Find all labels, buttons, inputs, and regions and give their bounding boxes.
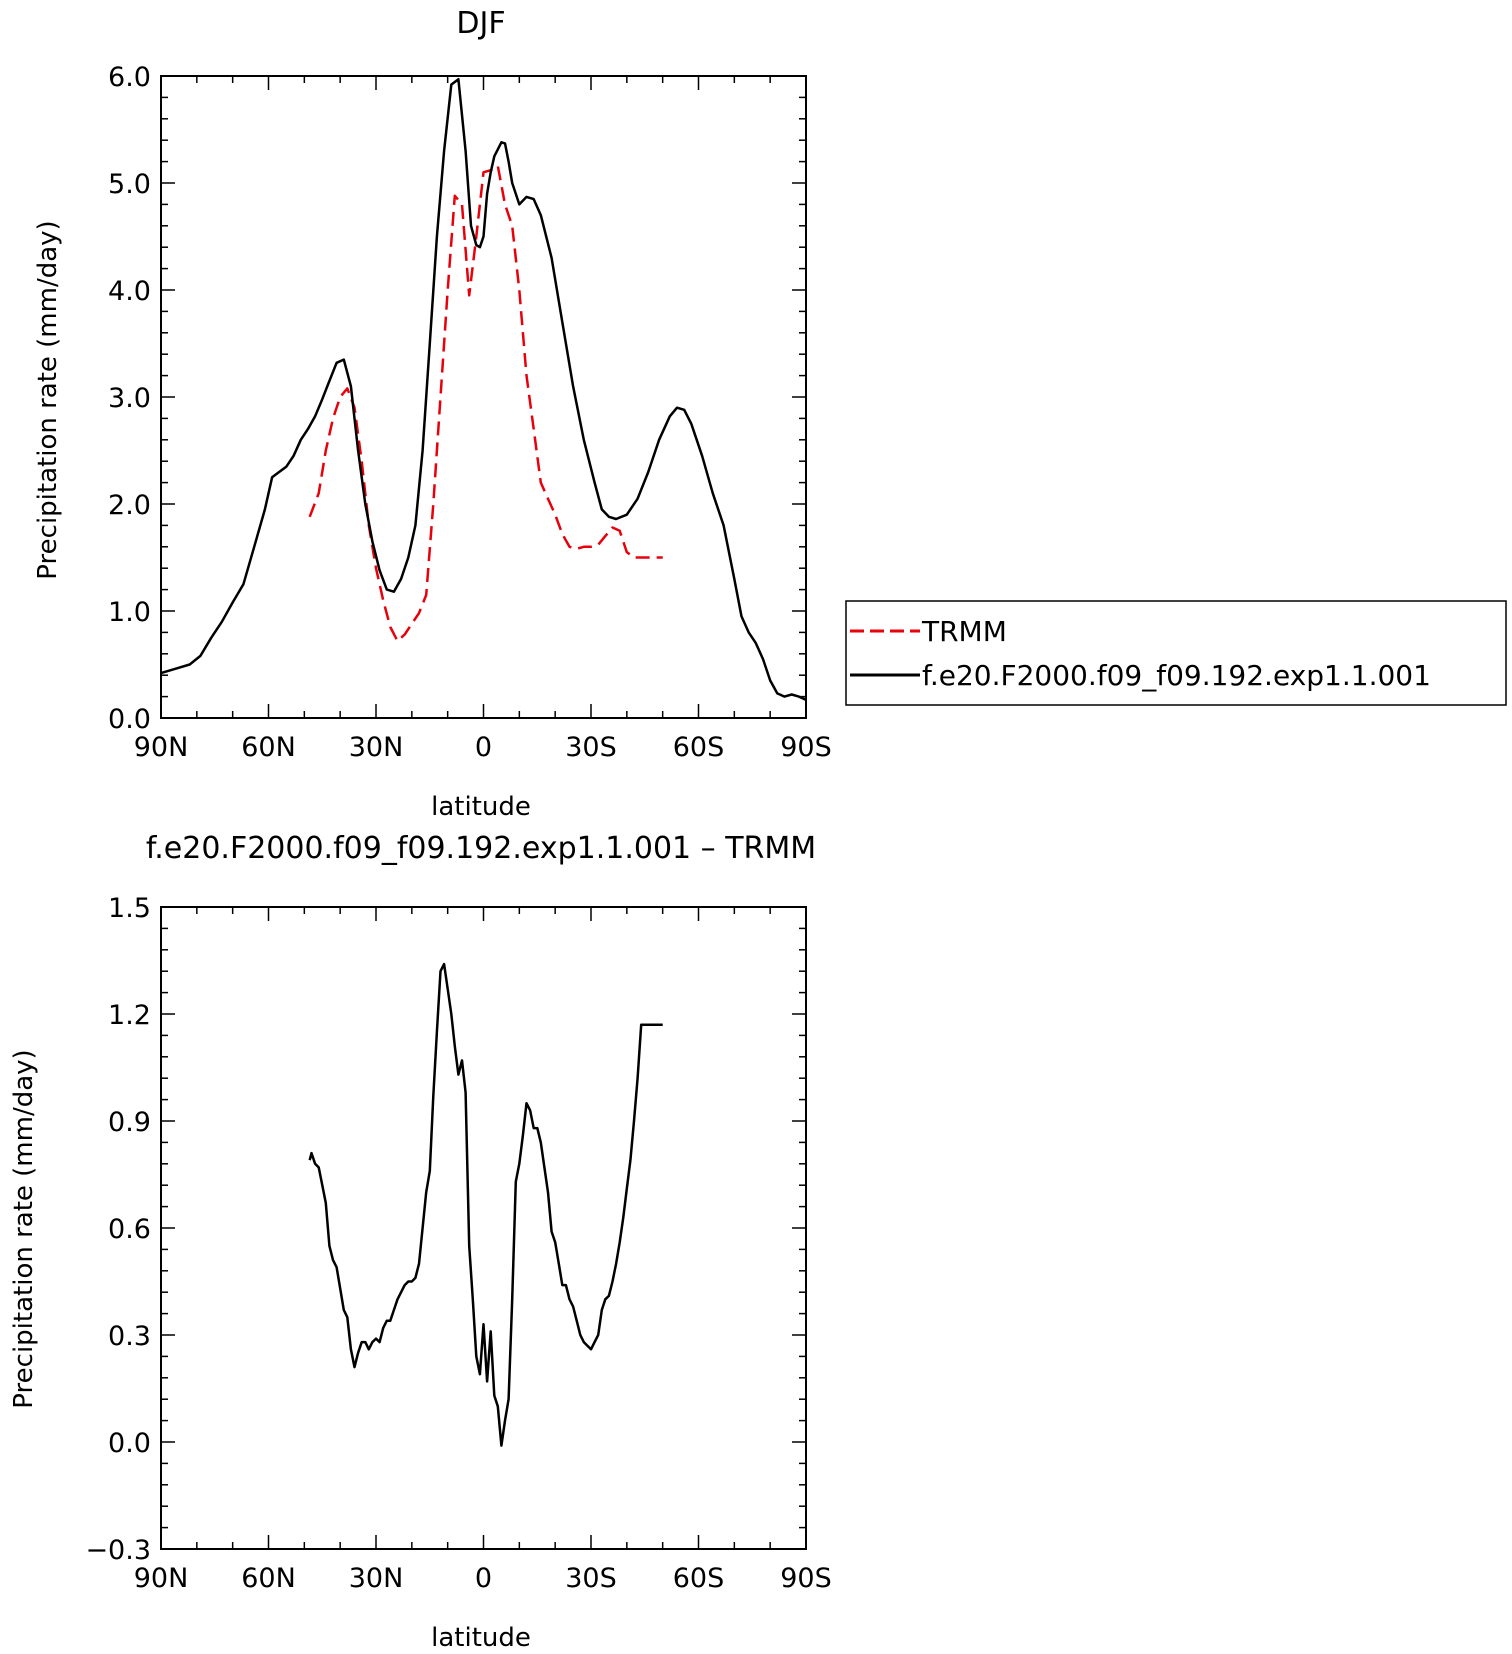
y-axis-label: Precipitation rate (mm/day): [33, 220, 63, 579]
x-tick-label: 60N: [241, 1563, 296, 1594]
y-tick-label: 3.0: [108, 383, 151, 414]
x-tick-label: 60N: [241, 732, 296, 763]
y-tick-label: 0.3: [108, 1321, 151, 1352]
x-tick-label: 30N: [349, 1563, 404, 1594]
chart-title: DJF: [456, 6, 505, 41]
x-tick-label: 90N: [134, 732, 189, 763]
x-tick-label: 60S: [673, 732, 725, 763]
x-tick-label: 30S: [565, 1563, 617, 1594]
y-tick-label: 0.0: [108, 704, 151, 735]
chart-top: DJF latitude Precipitation rate (mm/day)…: [33, 6, 1507, 822]
x-tick-label: 0: [475, 732, 492, 763]
y-tick-label: 4.0: [108, 276, 151, 307]
x-axis-label: latitude: [431, 1623, 531, 1653]
series-line-2: [160, 77, 807, 701]
y-tick-label: 0.9: [108, 1107, 151, 1138]
x-tick-label: 0: [475, 1563, 492, 1594]
x-axis-label: latitude: [431, 792, 531, 822]
plot-frame: [160, 906, 807, 1550]
legend-box: [845, 600, 1507, 706]
legend-label-model: f.e20.F2000.f09_f09.192.exp1.1.001: [922, 659, 1431, 692]
y-tick-label: −0.3: [85, 1535, 151, 1566]
grid-and-ticks: [160, 906, 807, 1550]
chart-title: f.e20.F2000.f09_f09.192.exp1.1.001 – TRM…: [146, 831, 816, 866]
y-tick-label: 5.0: [108, 169, 151, 200]
x-tick-label: 60S: [673, 1563, 725, 1594]
y-tick-label: 1.5: [108, 893, 151, 924]
y-tick-label: 1.2: [108, 1000, 151, 1031]
y-tick-label: 1.0: [108, 597, 151, 628]
tick-labels: 90N 60N 30N 0 30S 60S 90S 0.0 1.0 2.0 3.0 4.0 5.0 6.0: [108, 62, 832, 763]
x-tick-label: 90S: [780, 732, 832, 763]
series-line-1: [308, 164, 663, 643]
y-tick-label: 0.0: [108, 1428, 151, 1459]
tick-labels: 90N 60N 30N 0 30S 60S 90S −0.3 0.0 0.3 0.6 0.9 1.2 1.…: [85, 893, 831, 1594]
series-line-1: [308, 962, 663, 1447]
y-tick-label: 2.0: [108, 490, 151, 521]
chart-bottom: f.e20.F2000.f09_f09.192.exp1.1.001 – TRM…: [9, 831, 832, 1653]
x-tick-label: 30S: [565, 732, 617, 763]
grid-and-ticks: [160, 75, 807, 719]
y-tick-label: 6.0: [108, 62, 151, 93]
x-tick-label: 90S: [780, 1563, 832, 1594]
legend: TRMM f.e20.F2000.f09_f09.192.exp1.1.001: [845, 600, 1507, 706]
series-lines: [308, 962, 663, 1447]
series-lines: [160, 77, 807, 701]
y-axis-label: Precipitation rate (mm/day): [9, 1049, 39, 1408]
x-tick-label: 90N: [134, 1563, 189, 1594]
x-tick-label: 30N: [349, 732, 404, 763]
legend-label-trmm: TRMM: [921, 615, 1007, 648]
y-tick-label: 0.6: [108, 1214, 151, 1245]
